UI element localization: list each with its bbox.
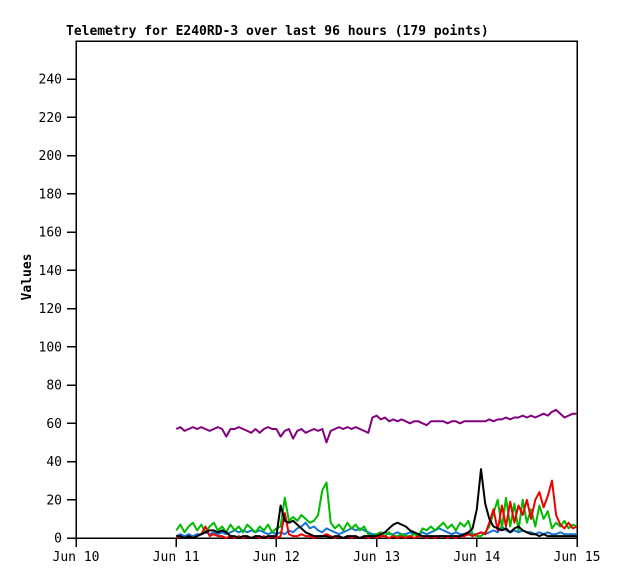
x-tick-label: Jun 12 bbox=[253, 550, 300, 565]
y-tick-label: 40 bbox=[46, 455, 62, 470]
y-tick-label: 20 bbox=[46, 493, 62, 508]
x-tick-label: Jun 11 bbox=[153, 550, 200, 565]
y-tick-label: 200 bbox=[39, 149, 62, 164]
chart-title: Telemetry for E240RD-3 over last 96 hour… bbox=[66, 24, 489, 39]
y-tick-label: 180 bbox=[39, 187, 62, 202]
plot-area: 0 20 40 60 80 100 120 140 160 180 200 220 240 Jun 10 J… bbox=[39, 40, 601, 565]
y-tick-label: 220 bbox=[39, 111, 62, 126]
y-tick-label: 240 bbox=[39, 73, 62, 88]
series-black-line bbox=[176, 468, 577, 539]
y-tick-label: 100 bbox=[39, 340, 62, 355]
y-tick-label: 120 bbox=[39, 302, 62, 317]
y-axis-title: Values bbox=[20, 254, 35, 301]
x-tick-label: Jun 14 bbox=[453, 550, 500, 565]
y-tick-label: 80 bbox=[46, 379, 62, 394]
series-red-line bbox=[175, 479, 578, 539]
x-tick-label: Jun 13 bbox=[353, 550, 400, 565]
y-tick-label: 140 bbox=[39, 264, 62, 279]
series-purple-line bbox=[175, 408, 577, 444]
series-green-line bbox=[175, 481, 578, 538]
x-tick-label: Jun 15 bbox=[554, 550, 601, 565]
plot-border bbox=[75, 40, 578, 539]
y-tick-label: 160 bbox=[39, 226, 62, 241]
x-tick-label: Jun 10 bbox=[53, 550, 100, 565]
y-tick-label: 60 bbox=[46, 417, 62, 432]
y-tick-label: 0 bbox=[54, 532, 62, 547]
